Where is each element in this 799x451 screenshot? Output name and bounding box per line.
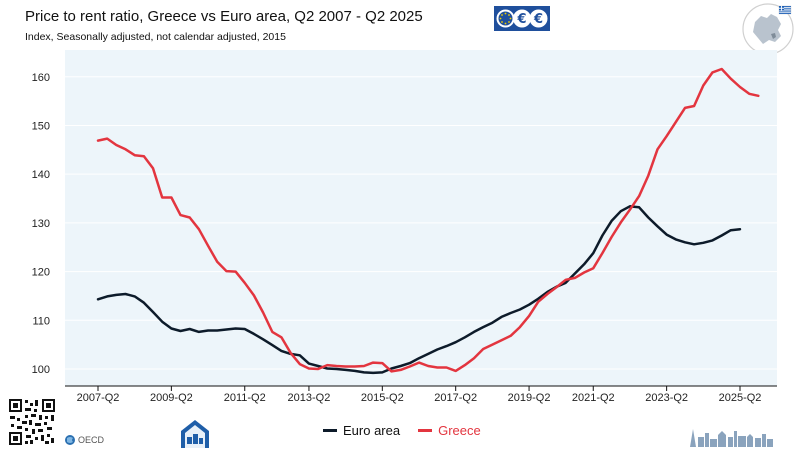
x-tick-label: 2009-Q2 (150, 392, 193, 404)
y-tick-label: 160 (32, 72, 50, 84)
chart-title: Price to rent ratio, Greece vs Euro area… (25, 8, 423, 25)
ecb-euro-logo: € € (494, 6, 550, 31)
housing-icon (179, 417, 211, 449)
legend-label-euro-area: Euro area (343, 423, 401, 438)
y-axis-ticks: 100 110 120 130 140 150 160 (32, 72, 50, 376)
legend-item-euro-area: Euro area (323, 423, 400, 438)
plot-background (65, 50, 777, 386)
grid-lines (65, 76, 777, 370)
y-tick-label: 140 (32, 169, 50, 181)
legend-item-greece: Greece (418, 423, 481, 438)
y-tick-label: 100 (32, 364, 50, 376)
chart-subtitle: Index, Seasonally adjusted, not calendar… (25, 31, 286, 43)
oecd-label: OECD (78, 435, 105, 445)
chart-legend: Euro area Greece (323, 423, 499, 438)
y-tick-label: 120 (32, 267, 50, 279)
data-series (96, 67, 760, 375)
x-tick-label: 2017-Q2 (434, 392, 477, 404)
legend-swatch-greece (418, 429, 433, 432)
oecd-globe-icon (65, 435, 75, 445)
x-tick-label: 2007-Q2 (77, 392, 120, 404)
x-tick-label: 2025-Q2 (719, 392, 762, 404)
x-tick-label: 2021-Q2 (572, 392, 615, 404)
y-tick-label: 130 (32, 218, 50, 230)
series-line-greece (96, 67, 760, 373)
city-skyline-icon (690, 429, 773, 447)
x-tick-label: 2019-Q2 (508, 392, 551, 404)
x-tick-label: 2015-Q2 (361, 392, 404, 404)
greece-eu-map-icon (742, 3, 794, 55)
x-axis-ticks: 2007-Q2 2009-Q2 2011-Q2 2013-Q2 2015-Q2 2017-… (77, 386, 762, 404)
svg-text:€: € (533, 12, 543, 27)
legend-label-greece: Greece (438, 423, 481, 438)
y-tick-label: 150 (32, 120, 50, 132)
legend-swatch-euro-area (323, 429, 337, 432)
x-tick-label: 2023-Q2 (645, 392, 688, 404)
y-tick-label: 110 (32, 315, 50, 327)
x-tick-label: 2011-Q2 (224, 392, 266, 404)
qr-code-icon (8, 398, 56, 446)
x-tick-label: 2013-Q2 (288, 392, 331, 404)
oecd-attribution: OECD (64, 434, 104, 446)
svg-text:€: € (516, 12, 526, 27)
